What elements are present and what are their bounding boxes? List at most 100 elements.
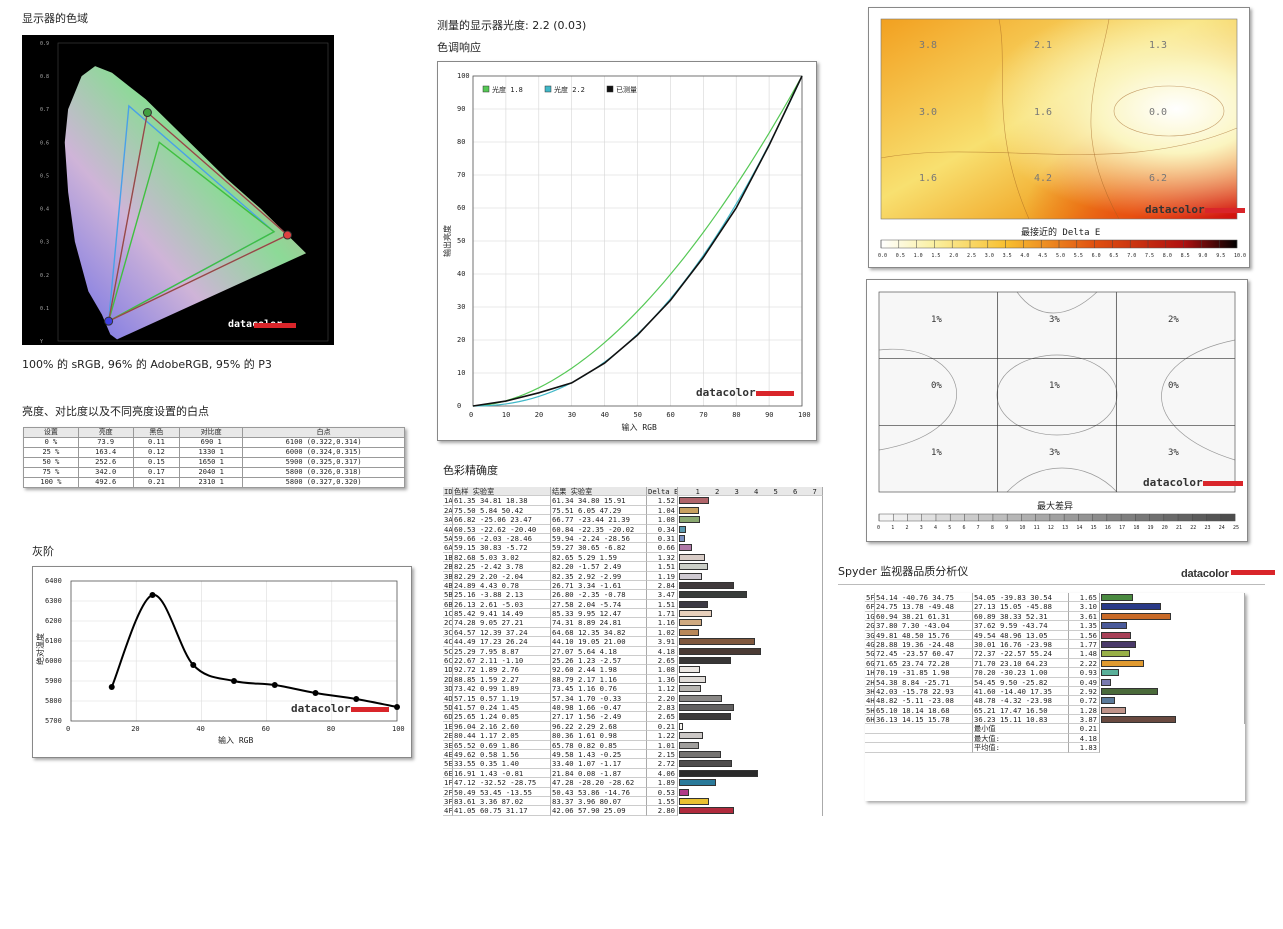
delta-map-frame (880, 18, 1238, 220)
table-cell: 1E (443, 721, 453, 732)
table-row: 6C 22.67 2.11 -1.10 25.26 1.23 -2.57 2.65 (443, 656, 823, 666)
delta-bar (679, 694, 722, 702)
contour-line (1113, 85, 1225, 137)
delta-bar (679, 581, 735, 589)
delta-bar (679, 572, 703, 580)
table-cell: 60.89 38.33 52.31 (973, 611, 1069, 622)
datacolor-logo-bar (1205, 208, 1245, 213)
scale-segment (935, 514, 951, 521)
table-cell: 3B (443, 571, 453, 581)
table-cell: 1.22 (647, 731, 678, 741)
table-cell: 24.75 13.78 -49.48 (875, 602, 973, 612)
datacolor-logo: datacolor (291, 702, 351, 715)
legend-swatch (544, 85, 552, 93)
delta-bar-cell (1100, 602, 1245, 612)
delta-bar-cell (678, 721, 823, 732)
table-cell: 64.68 12.35 34.82 (551, 627, 647, 638)
table-cell: 2.83 (647, 702, 678, 713)
table-row: 3E 65.52 0.69 1.86 65.78 0.82 0.85 1.01 (443, 740, 823, 750)
scale-tick-label: 0.5 (896, 253, 905, 259)
scale-tick-label: 6 (962, 525, 965, 531)
table-row: 5G 72.45 -23.57 60.47 72.37 -22.57 55.24 1.… (865, 649, 1245, 659)
delta-bar-cell (678, 646, 823, 657)
scale-segment (1035, 514, 1050, 521)
scale-segment (921, 514, 936, 521)
table-cell: 41.57 0.24 1.45 (453, 702, 551, 713)
table-row: 4H 48.82 -5.11 -23.08 48.78 -4.32 -23.98 0.… (865, 696, 1245, 706)
table-cell: 1F (443, 778, 453, 788)
grayscale-point (312, 690, 319, 696)
table-cell: 4F (443, 806, 453, 816)
luminance-header: 白点 (242, 427, 405, 438)
delta-bar-cell (678, 749, 823, 760)
table-row: 4A 60.53 -22.62 -20.40 60.84 -22.35 -20.02… (443, 524, 823, 534)
delta-bar-cell (678, 665, 823, 675)
table-cell: 3.91 (647, 637, 678, 647)
legend-swatch (482, 85, 490, 93)
table-cell: 1.65 (1069, 593, 1100, 603)
table-cell: 690 1 (179, 437, 244, 448)
table-cell: 82.25 -2.42 3.78 (453, 562, 551, 572)
table-cell: 1C (443, 609, 453, 619)
y-axis-label: 绝对温度 (35, 633, 45, 665)
y-tick-label: 40 (457, 270, 465, 278)
scale-segment (879, 514, 894, 521)
table-cell: 33.40 1.07 -1.17 (551, 759, 647, 769)
uniformity-value-label: 3% (1168, 448, 1179, 458)
gamut-frame (57, 42, 329, 342)
table-cell: 49.81 48.50 15.76 (875, 630, 973, 640)
delta-value-label: 1.6 (1034, 107, 1052, 118)
table-cell: 75.50 5.84 50.42 (453, 505, 551, 516)
gamut-y-tick: 0.5 (40, 173, 49, 179)
table-row: 3D 73.42 0.99 1.89 73.45 1.16 0.76 1.12 (443, 684, 823, 694)
scale-segment (893, 514, 908, 521)
table-cell: 44.49 17.23 26.24 (453, 637, 551, 647)
table-cell: 36.13 14.15 15.78 (875, 715, 973, 725)
table-cell: 88.79 2.17 1.16 (551, 674, 647, 685)
table-cell: 82.65 5.29 1.59 (551, 552, 647, 563)
table-cell: 0.34 (647, 524, 678, 534)
table-row: 6D 25.65 1.24 0.05 27.17 1.56 -2.49 2.65 (443, 712, 823, 722)
scale-tick-label: 12 (1048, 525, 1054, 531)
table-cell: 5800 (0.327,0.320) (242, 477, 405, 488)
grayscale-panel: 0 20 40 60 80 100 5700 5800 5900 6000 6100 6200 6300… (32, 566, 412, 758)
table-cell: 0.93 (1069, 668, 1100, 678)
table-cell: 0.72 (1069, 696, 1100, 706)
summary-spacer (865, 733, 973, 744)
table-cell: 2.72 (647, 759, 678, 769)
contour-line (1161, 339, 1236, 461)
table-cell: 44.10 19.05 21.00 (551, 637, 647, 647)
delta-bar-cell (678, 637, 823, 647)
scale-tick-label: 3.0 (985, 253, 994, 259)
scale-segment (978, 514, 993, 521)
table-row: 4E 49.62 0.58 1.56 49.58 1.43 -0.25 2.15 (443, 749, 823, 760)
table-cell: 59.94 -2.24 -28.56 (551, 533, 647, 544)
delta-bar-cell (678, 684, 823, 694)
summary-spacer (865, 743, 973, 753)
delta-bar-cell (1100, 630, 1245, 640)
table-cell: 74.31 8.89 24.81 (551, 618, 647, 628)
table-cell: 3.10 (1069, 602, 1100, 612)
table-cell: 27.13 15.05 -45.88 (973, 602, 1069, 612)
delta-bar (679, 516, 701, 524)
gamma-chart: 0 10 20 30 40 50 60 70 80 90 100 0 10 20 30 40 50 60 70 80 9… (442, 72, 811, 432)
scale-tick-label: 23 (1205, 525, 1211, 531)
delta-bar (679, 760, 733, 768)
x-tick-label: 60 (666, 411, 674, 419)
table-cell: 57.15 0.57 1.19 (453, 693, 551, 703)
table-row: 1A 61.35 34.81 18.38 61.34 34.80 15.91 1.52 (443, 496, 823, 506)
table-row: 2D 88.85 1.59 2.27 88.79 2.17 1.16 1.36 (443, 674, 823, 685)
srgb-triangle (107, 141, 276, 323)
scale-tick-label: 20 (1162, 525, 1168, 531)
table-row: 5B 25.16 -3.88 2.13 26.80 -2.35 -0.78 3.47 (443, 590, 823, 600)
grayscale-point (108, 684, 115, 690)
accuracy-scale-tick: 5 (773, 487, 778, 496)
table-cell: 65.52 0.69 1.86 (453, 740, 551, 750)
x-tick-label: 30 (568, 411, 576, 419)
table-cell: 1B (443, 552, 453, 563)
table-cell: 3G (865, 630, 875, 640)
scale-segment (1078, 514, 1093, 521)
uniformity-value-label: 1% (1049, 381, 1060, 391)
table-row: 50 % 252.6 0.15 1650 1 5900 (0.325,0.317) (23, 457, 405, 468)
